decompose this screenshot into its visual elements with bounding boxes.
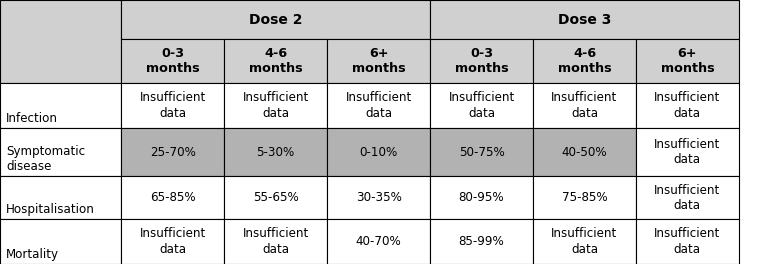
Text: 6+
months: 6+ months: [660, 47, 714, 76]
Text: 5-30%: 5-30%: [257, 145, 295, 159]
Bar: [533, 128, 636, 176]
Text: Insufficient
data: Insufficient data: [654, 91, 720, 120]
Text: Insufficient
data: Insufficient data: [243, 228, 309, 256]
Bar: [0, 128, 121, 176]
Bar: [533, 39, 636, 83]
Text: Symptomatic
disease: Symptomatic disease: [6, 145, 85, 173]
Text: Infection: Infection: [6, 112, 58, 125]
Bar: [224, 176, 327, 219]
Bar: [636, 39, 739, 83]
Text: 0-10%: 0-10%: [359, 145, 398, 159]
Bar: [430, 128, 533, 176]
Text: 55-65%: 55-65%: [253, 191, 299, 204]
Bar: [430, 39, 533, 83]
Bar: [430, 219, 533, 264]
Bar: [327, 83, 430, 128]
Text: Insufficient
data: Insufficient data: [449, 91, 515, 120]
Text: Insufficient
data: Insufficient data: [654, 184, 720, 212]
Bar: [533, 219, 636, 264]
Bar: [224, 128, 327, 176]
Text: 4-6
months: 4-6 months: [249, 47, 303, 76]
Text: Insufficient
data: Insufficient data: [346, 91, 412, 120]
Text: Insufficient
data: Insufficient data: [140, 228, 206, 256]
Text: Dose 2: Dose 2: [249, 12, 303, 27]
Text: 6+
months: 6+ months: [352, 47, 406, 76]
Bar: [636, 176, 739, 219]
Bar: [533, 176, 636, 219]
Text: 25-70%: 25-70%: [150, 145, 196, 159]
Bar: [636, 83, 739, 128]
Bar: [0, 0, 121, 83]
Text: 30-35%: 30-35%: [356, 191, 402, 204]
Text: 0-3
months: 0-3 months: [455, 47, 508, 76]
Text: Insufficient
data: Insufficient data: [551, 91, 617, 120]
Text: 40-50%: 40-50%: [561, 145, 607, 159]
Bar: [224, 83, 327, 128]
Bar: [430, 0, 739, 39]
Text: Insufficient
data: Insufficient data: [140, 91, 206, 120]
Bar: [327, 176, 430, 219]
Bar: [0, 83, 121, 128]
Bar: [327, 219, 430, 264]
Text: Mortality: Mortality: [6, 248, 59, 261]
Text: 65-85%: 65-85%: [150, 191, 196, 204]
Text: 50-75%: 50-75%: [458, 145, 505, 159]
Bar: [636, 219, 739, 264]
Bar: [430, 83, 533, 128]
Text: 0-3
months: 0-3 months: [146, 47, 200, 76]
Text: Insufficient
data: Insufficient data: [243, 91, 309, 120]
Text: Insufficient
data: Insufficient data: [654, 138, 720, 166]
Bar: [121, 128, 224, 176]
Bar: [121, 39, 224, 83]
Text: 40-70%: 40-70%: [356, 235, 402, 248]
Bar: [121, 0, 430, 39]
Text: 75-85%: 75-85%: [561, 191, 607, 204]
Bar: [0, 219, 121, 264]
Text: Insufficient
data: Insufficient data: [654, 228, 720, 256]
Bar: [224, 219, 327, 264]
Bar: [0, 176, 121, 219]
Text: Insufficient
data: Insufficient data: [551, 228, 617, 256]
Bar: [636, 128, 739, 176]
Bar: [121, 176, 224, 219]
Text: Dose 3: Dose 3: [558, 12, 611, 27]
Bar: [121, 83, 224, 128]
Bar: [224, 39, 327, 83]
Bar: [121, 219, 224, 264]
Text: 85-99%: 85-99%: [458, 235, 505, 248]
Bar: [327, 39, 430, 83]
Text: Hospitalisation: Hospitalisation: [6, 203, 95, 216]
Bar: [327, 128, 430, 176]
Text: 4-6
months: 4-6 months: [558, 47, 611, 76]
Bar: [430, 176, 533, 219]
Bar: [533, 83, 636, 128]
Text: 80-95%: 80-95%: [458, 191, 505, 204]
